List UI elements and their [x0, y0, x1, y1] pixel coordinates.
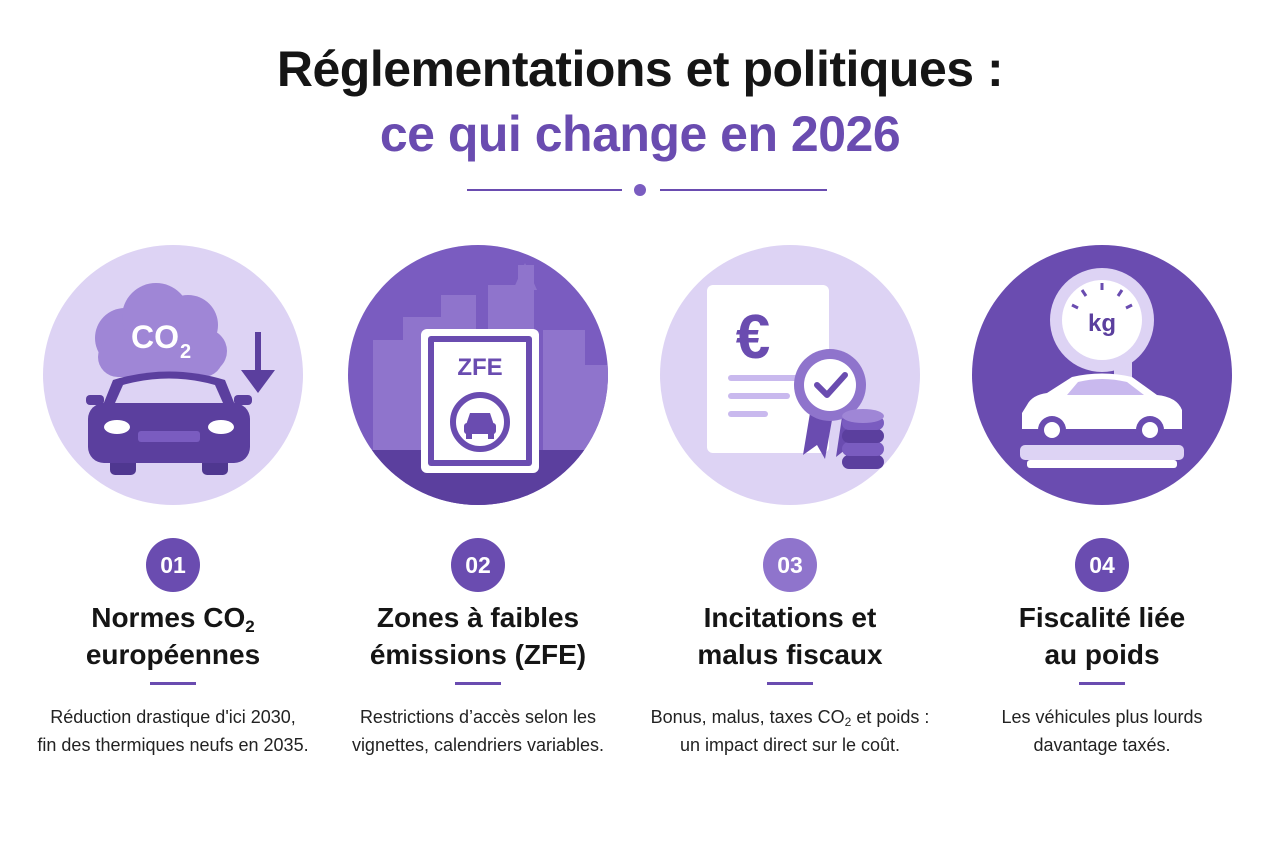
card-description: Les véhicules plus lourds davantage taxé… [937, 703, 1267, 759]
page-title: Réglementations et politiques : [276, 41, 1004, 97]
document-icon: € [707, 285, 829, 453]
scale-platform [1020, 445, 1184, 468]
card-description: Réduction drastique d'ici 2030, fin des … [8, 703, 338, 759]
card-description-line1: Bonus, malus, taxes CO2 et poids : [625, 703, 955, 731]
card-description-line1: Les véhicules plus lourds [1001, 707, 1203, 727]
co2-label: CO [131, 319, 179, 355]
step-number-badge: 04 [1075, 538, 1129, 592]
card-underline [767, 682, 813, 685]
card-title-line1: Zones à faibles [376, 602, 580, 633]
card-title-line2: au poids [1044, 639, 1160, 670]
desc-subscript: 2 [844, 715, 852, 729]
card-description-line2: vignettes, calendriers variables. [351, 735, 605, 755]
page-subtitle: ce qui change en 2026 [379, 106, 901, 162]
arrow-down-icon [241, 332, 275, 393]
card-description-line2: davantage taxés. [1033, 735, 1171, 755]
card-title: Zones à faibles émissions (ZFE) [328, 599, 628, 673]
card-title: Fiscalité liée au poids [952, 599, 1252, 673]
zfe-sign: ZFE [421, 329, 539, 473]
zfe-city-sign-icon: ZFE [348, 245, 608, 513]
card-title-line2: européennes [85, 639, 261, 670]
card-description: Bonus, malus, taxes CO2 et poids : un im… [625, 703, 955, 759]
card-title: Incitations et malus fiscaux [640, 599, 940, 673]
card-title-line1: Incitations et [703, 602, 877, 633]
card-title-subscript: 2 [245, 617, 255, 636]
card-description-line1: Réduction drastique d'ici 2030, [50, 707, 296, 727]
euro-icon: € [736, 303, 770, 372]
euro-document-badge-coins-icon: € [660, 245, 920, 513]
card-title-line2: émissions (ZFE) [369, 639, 587, 670]
card-underline [1079, 682, 1125, 685]
car-icon [1022, 373, 1182, 444]
kg-label: kg [1088, 310, 1116, 337]
card-description: Restrictions d’accès selon les vignettes… [313, 703, 643, 759]
badge-check-icon [794, 349, 866, 459]
card-title-part: Normes CO [91, 602, 246, 633]
separator-dot [634, 184, 646, 196]
card-incitations: € 03 Incitations et malus f [651, 245, 929, 805]
separator-line-left [467, 189, 622, 191]
desc-part: Bonus, malus, taxes CO [650, 707, 845, 727]
zfe-sign-label: ZFE [457, 354, 502, 381]
co2-subscript: 2 [180, 341, 191, 363]
card-underline [455, 682, 501, 685]
co2-cloud-car-arrow-down-icon: CO 2 [43, 245, 303, 513]
weight-scale-car-icon: kg [972, 245, 1232, 513]
card-description-line2: fin des thermiques neufs en 2035. [37, 735, 309, 755]
separator-line-right [660, 189, 827, 191]
step-number-badge: 03 [763, 538, 817, 592]
coins-icon [842, 409, 884, 469]
card-title: Normes CO2 européennes [23, 599, 323, 673]
step-number-badge: 02 [451, 538, 505, 592]
card-title-line2: malus fiscaux [697, 639, 883, 670]
desc-part-end: et poids : [851, 707, 930, 727]
card-underline [150, 682, 196, 685]
card-description-line1: Restrictions d’accès selon les [359, 707, 597, 727]
step-number-badge: 01 [146, 538, 200, 592]
card-zfe: ZFE 02 Zones à faibles émissions (ZFE) R… [348, 245, 608, 805]
card-normes-co2: CO 2 01 Normes CO2 européennes [37, 245, 309, 805]
car-icon [86, 371, 252, 475]
card-title-line1: Fiscalité liée [1018, 602, 1186, 633]
card-fiscalite-poids: kg 04 Fiscalité liée au poids Les véhicu… [972, 245, 1232, 805]
card-description-line2: un impact direct sur le coût. [679, 735, 901, 755]
